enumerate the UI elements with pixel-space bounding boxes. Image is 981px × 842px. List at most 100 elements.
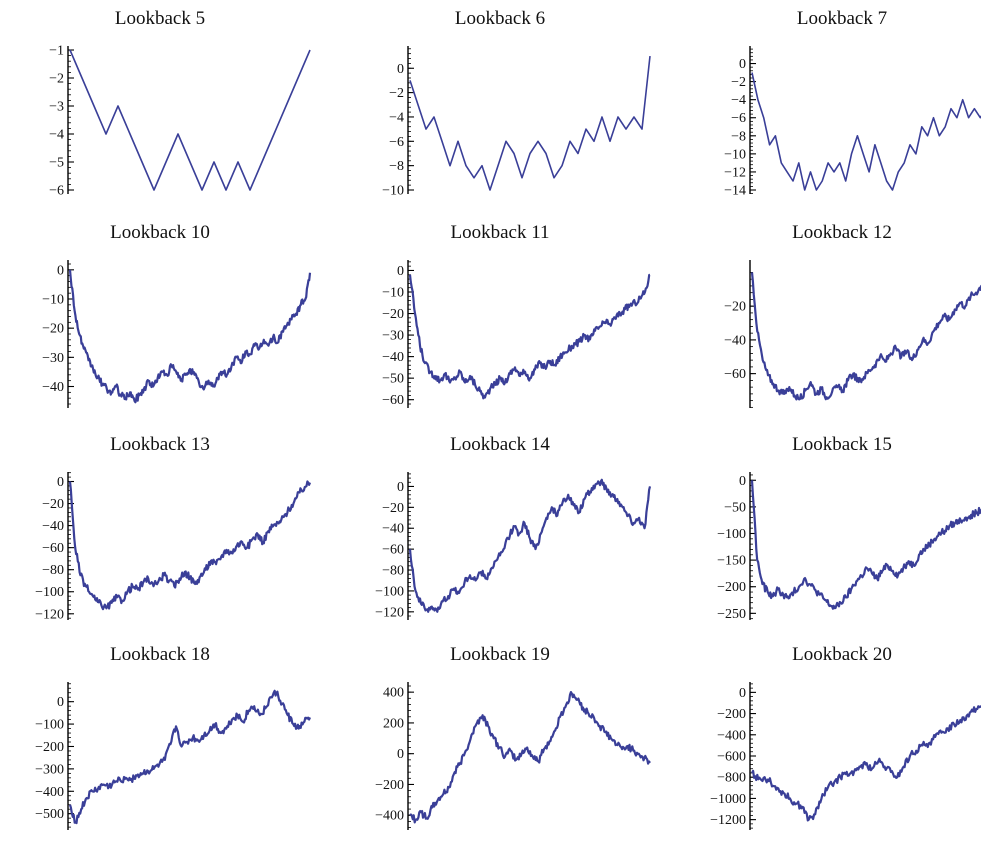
- chart-title: Lookback 12: [792, 222, 892, 243]
- y-tick-label: 0: [739, 686, 746, 701]
- y-tick-label: −600: [717, 750, 746, 765]
- chart-plot: 0 −2 −4 −6 −8 −10 −12 −14: [724, 46, 981, 199]
- y-tick-label: −2: [389, 86, 404, 101]
- y-tick-label: 0: [397, 264, 404, 279]
- series-line: [69, 49, 311, 191]
- series-line: [751, 72, 981, 191]
- y-tick-label: −1200: [710, 813, 746, 828]
- chart-title: Lookback 14: [450, 434, 550, 455]
- y-tick-label: −20: [42, 322, 64, 337]
- chart-plot: 400 200 0 −200 −400: [375, 682, 651, 830]
- y-tick-label: −20: [382, 501, 404, 516]
- series-line: [409, 56, 651, 191]
- chart-title: Lookback 6: [454, 8, 546, 29]
- y-tick-label: −50: [724, 500, 746, 515]
- y-tick-label: −40: [42, 380, 64, 395]
- chart-plot: 0 −200 −400 −600 −800 −1000 −1200: [710, 682, 981, 830]
- chart-title: Lookback 7: [796, 8, 888, 29]
- y-tick-label: −20: [42, 497, 64, 512]
- y-tick-label: −2: [731, 75, 746, 90]
- y-tick-label: −800: [717, 771, 746, 786]
- y-tick-label: −200: [717, 580, 746, 595]
- chart-title: Lookback 20: [792, 644, 892, 665]
- y-tick-label: −100: [375, 584, 404, 599]
- y-tick-label: −60: [724, 367, 746, 382]
- y-tick-label: −60: [382, 543, 404, 558]
- y-tick-label: −80: [382, 564, 404, 579]
- y-tick-label: −3: [49, 100, 64, 115]
- y-tick-label: 0: [57, 263, 64, 278]
- y-tick-label: 200: [383, 716, 404, 731]
- y-tick-label: 0: [739, 474, 746, 489]
- y-tick-label: −4: [49, 128, 64, 143]
- series-line: [68, 269, 312, 404]
- series-line: [408, 273, 651, 400]
- y-tick-label: −100: [717, 527, 746, 542]
- y-tick-label: −4: [731, 93, 746, 108]
- chart-plot: 0 −100 −200 −300 −400 −500: [35, 682, 312, 830]
- chart-plot: 0 −20 −40 −60 −80 −100 −120: [35, 472, 312, 622]
- y-tick-label: 400: [383, 686, 404, 701]
- y-tick-label: 0: [397, 747, 404, 762]
- y-tick-label: −400: [35, 785, 64, 800]
- y-tick-label: −10: [42, 293, 64, 308]
- y-tick-label: −2: [49, 72, 64, 87]
- chart-panel: Lookback 6 0 −2 −4 −6 −8 −10: [350, 6, 651, 206]
- y-tick-label: 0: [397, 62, 404, 77]
- chart-panel: Lookback 13 0 −20 −40 −60 −80 −100 −120: [10, 432, 312, 632]
- y-tick-label: −1000: [710, 792, 746, 807]
- chart-panel: Lookback 20 0 −200 −400 −600 −800 −1000 −1200: [692, 642, 981, 842]
- chart-panel: Lookback 19 400 200 0 −200 −400: [350, 642, 651, 842]
- y-tick-label: −400: [717, 728, 746, 743]
- chart-title: Lookback 18: [110, 644, 210, 665]
- y-tick-label: −60: [382, 393, 404, 408]
- series-line: [408, 478, 652, 613]
- y-tick-label: −120: [375, 605, 404, 620]
- chart-panel: Lookback 10 0 −10 −20 −30 −40: [10, 220, 312, 420]
- y-tick-label: −8: [389, 159, 404, 174]
- chart-title: Lookback 15: [792, 434, 892, 455]
- series-line: [68, 689, 312, 825]
- y-tick-label: −1: [49, 44, 64, 59]
- y-tick-label: −50: [382, 372, 404, 387]
- y-tick-label: −40: [724, 333, 746, 348]
- y-tick-label: −4: [389, 110, 404, 125]
- y-tick-label: −5: [49, 156, 64, 171]
- chart-panel: Lookback 11 0 −10 −20 −30 −40 −50 −60: [350, 220, 651, 420]
- y-tick-label: −30: [42, 351, 64, 366]
- y-tick-label: −200: [717, 707, 746, 722]
- chart-plot: −1 −2 −3 −4 −5 −6: [49, 44, 311, 199]
- chart-panel: Lookback 7 0 −2 −4 −6 −8 −10 −12 −14: [692, 6, 981, 206]
- chart-title: Lookback 5: [114, 8, 206, 29]
- y-tick-label: −60: [42, 541, 64, 556]
- y-tick-label: −100: [35, 718, 64, 733]
- y-tick-label: −6: [49, 184, 64, 199]
- chart-panel: Lookback 5 −1 −2 −3 −4 −5 −6: [10, 6, 311, 206]
- y-tick-label: 0: [397, 480, 404, 495]
- chart-plot: 0 −50 −100 −150 −200 −250: [717, 472, 981, 622]
- y-tick-label: −20: [724, 300, 746, 315]
- chart-title: Lookback 11: [450, 222, 550, 243]
- y-tick-label: −10: [724, 147, 746, 162]
- chart-plot: −20 −40 −60: [724, 260, 981, 408]
- y-tick-label: −250: [717, 607, 746, 622]
- y-tick-label: −14: [724, 184, 746, 199]
- y-tick-label: −12: [724, 165, 746, 180]
- chart-plot: 0 −10 −20 −30 −40: [42, 260, 312, 408]
- chart-title: Lookback 19: [450, 644, 550, 665]
- y-tick-label: −8: [731, 129, 746, 144]
- chart-plot: 0 −20 −40 −60 −80 −100 −120: [375, 472, 652, 620]
- y-tick-label: −150: [717, 554, 746, 569]
- y-tick-label: −200: [35, 740, 64, 755]
- y-tick-label: −40: [382, 350, 404, 365]
- y-tick-label: −400: [375, 809, 404, 824]
- series-line: [68, 480, 312, 611]
- series-line: [409, 691, 651, 824]
- y-tick-label: −30: [382, 329, 404, 344]
- chart-panel: Lookback 15 0 −50 −100 −150 −200 −250: [692, 432, 981, 632]
- y-tick-label: −40: [42, 519, 64, 534]
- y-tick-label: −100: [35, 585, 64, 600]
- chart-panel: Lookback 12 −20 −40 −60: [692, 220, 981, 420]
- y-tick-label: −20: [382, 307, 404, 322]
